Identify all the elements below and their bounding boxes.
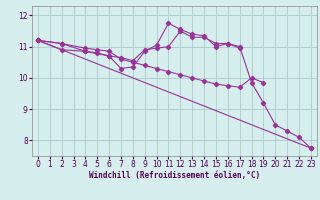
- X-axis label: Windchill (Refroidissement éolien,°C): Windchill (Refroidissement éolien,°C): [89, 171, 260, 180]
